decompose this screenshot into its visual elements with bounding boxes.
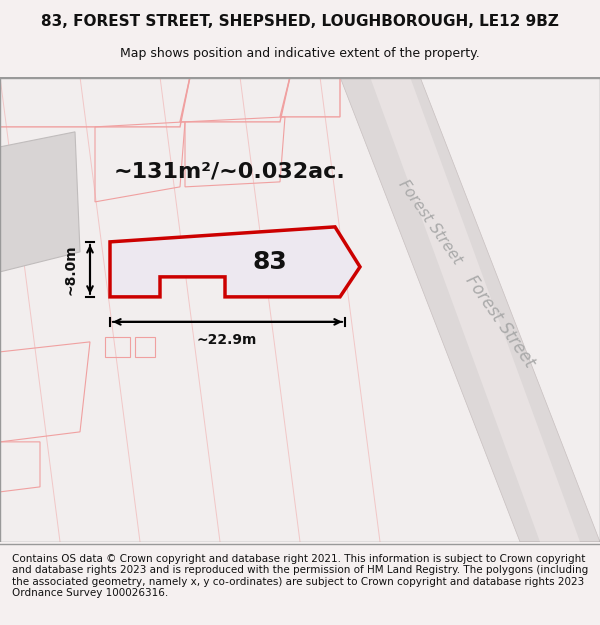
Text: Forest Street: Forest Street	[395, 177, 464, 267]
Text: Forest Street: Forest Street	[461, 272, 538, 371]
Text: Map shows position and indicative extent of the property.: Map shows position and indicative extent…	[120, 48, 480, 61]
Text: 83, FOREST STREET, SHEPSHED, LOUGHBOROUGH, LE12 9BZ: 83, FOREST STREET, SHEPSHED, LOUGHBOROUG…	[41, 14, 559, 29]
Polygon shape	[0, 132, 80, 272]
Text: ~22.9m: ~22.9m	[197, 333, 257, 347]
Text: Contains OS data © Crown copyright and database right 2021. This information is : Contains OS data © Crown copyright and d…	[12, 554, 588, 598]
Polygon shape	[340, 77, 600, 542]
Text: 83: 83	[253, 250, 287, 274]
Polygon shape	[370, 77, 580, 542]
Text: ~8.0m: ~8.0m	[63, 244, 77, 295]
Text: ~131m²/~0.032ac.: ~131m²/~0.032ac.	[114, 162, 346, 182]
Polygon shape	[110, 227, 360, 297]
